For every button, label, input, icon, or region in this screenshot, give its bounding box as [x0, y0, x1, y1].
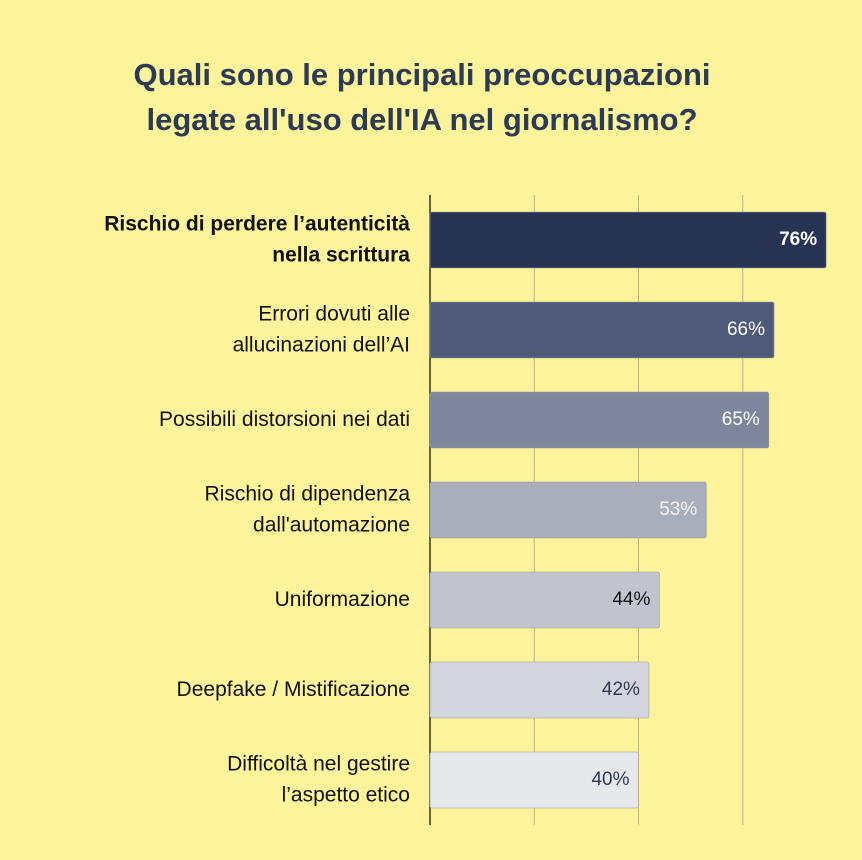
category-line: Uniformazione	[275, 588, 410, 611]
category-line: Difficoltà nel gestire	[227, 752, 410, 775]
category-line: nella scrittura	[272, 243, 410, 266]
value-label: 66%	[727, 319, 765, 340]
category-label: Errori dovuti alle allucinazioni dell’AI	[233, 302, 410, 356]
bar	[429, 661, 650, 719]
category-label: Rischio di perdere l’autenticità nella sc…	[104, 212, 410, 266]
category-label: Possibili distorsioni nei dati	[159, 408, 410, 431]
category-line: Rischio di dipendenza	[205, 482, 411, 505]
chart-title: Quali sono le principali preoccupazioni	[133, 57, 710, 92]
category-label: Difficoltà nel gestire l’aspetto etico	[227, 752, 410, 806]
value-label: 42%	[602, 679, 640, 700]
category-line: allucinazioni dell’AI	[233, 333, 410, 356]
bar	[429, 751, 639, 809]
category-label: Deepfake / Mistificazione	[177, 678, 410, 701]
value-label: 65%	[722, 409, 760, 430]
category-line: Possibili distorsioni nei dati	[159, 408, 410, 431]
value-label: 53%	[659, 499, 697, 520]
category-line: dall'automazione	[253, 513, 410, 536]
category-label: Uniformazione	[275, 588, 410, 611]
category-line: Deepfake / Mistificazione	[177, 678, 410, 701]
chart-title: legate all'uso dell'IA nel giornalismo?	[146, 102, 697, 137]
category-line: Rischio di perdere l’autenticità	[104, 212, 410, 235]
category-line: l’aspetto etico	[282, 783, 410, 806]
category-label: Rischio di dipendenza dall'automazione	[205, 482, 411, 536]
bar	[429, 211, 827, 269]
value-label: 44%	[612, 589, 650, 610]
bar	[429, 481, 707, 539]
value-label: 40%	[591, 769, 629, 790]
value-label: 76%	[779, 229, 817, 250]
bar	[429, 301, 775, 359]
category-line: Errori dovuti alle	[258, 302, 410, 325]
bar	[429, 571, 660, 629]
bar	[429, 391, 770, 449]
